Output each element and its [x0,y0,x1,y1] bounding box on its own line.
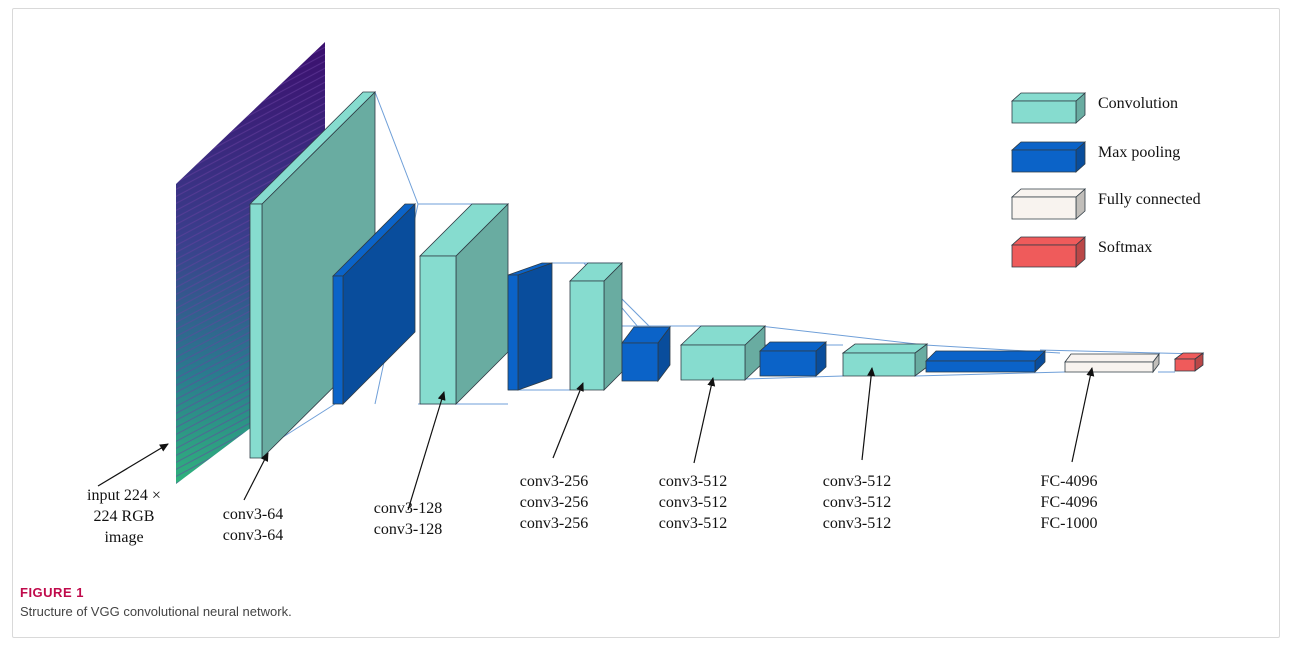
arrow-block5 [861,367,876,461]
softmax-block-front [1174,358,1196,372]
pool-block-1 [332,203,416,405]
conv-block-5 [841,343,929,377]
legend-label-fully-connected: Fully connected [1098,191,1201,208]
conv-block-2-front [419,255,457,405]
block4-label-line-2: conv3-512 [659,494,727,511]
figure-caption: Structure of VGG convolutional neural ne… [20,604,292,619]
fc-block-front [1064,361,1154,373]
stage-label-block2: conv3-128 conv3-128 [374,500,442,538]
block4-label-line-1: conv3-512 [659,473,727,490]
conv-block-5-top [841,343,929,354]
stage-label-block1: conv3-64 conv3-64 [223,506,283,544]
pool-block-2-front [507,274,519,391]
pool-block-5-top [925,350,1046,362]
pool-block-5-front [925,360,1036,373]
fc-label-line-3: FC-1000 [1041,515,1098,532]
block5-label-line-3: conv3-512 [823,515,891,532]
arrow-block2 [407,391,446,511]
block5-label-line-1: conv3-512 [823,473,891,490]
block2-label-line-1: conv3-128 [374,500,442,517]
block3-label-line-3: conv3-256 [520,515,588,532]
legend-swatch-max-pooling-front [1011,149,1077,173]
pool-block-4-front [759,350,817,377]
block5-label-line-2: conv3-512 [823,494,891,511]
legend-swatch-fully-connected-top [1010,188,1087,198]
pool-block-1-front [332,275,344,405]
legend-label-convolution: Convolution [1098,95,1178,112]
fc-block [1064,352,1160,374]
block1-label-line-1: conv3-64 [223,506,283,523]
block1-label-line-2: conv3-64 [223,527,283,544]
conv-block-1-front [249,203,263,459]
legend-swatch-fully-connected [1010,188,1087,220]
input-label-line-2: 224 RGB [94,508,155,525]
arrow-block4 [693,377,716,464]
legend-swatch-max-pooling [1010,141,1087,173]
legend-swatch-convolution-front [1011,100,1077,124]
legend-swatch-convolution-top [1010,92,1087,102]
stage-label-block4: conv3-512 conv3-512 conv3-512 [659,473,727,532]
figure-label: FIGURE 1 [20,585,84,600]
pool-block-5 [925,350,1046,373]
conv-block-4 [679,325,767,381]
conv-block-5-front [842,352,916,377]
pool-block-3 [621,325,671,383]
block3-label-line-2: conv3-256 [520,494,588,511]
legend-swatch-fully-connected-front [1011,196,1077,220]
input-label-line-3: image [104,529,143,546]
legend-label-softmax: Softmax [1098,239,1152,256]
legend-swatch-softmax-top [1010,236,1087,246]
pool-block-3-front [621,342,659,382]
stage-label-input: input 224 × 224 RGB image [87,487,161,546]
pool-block-2-side [517,262,553,391]
label-arrows [97,367,1095,511]
pool-block-4-top [758,341,828,352]
arrow-input [97,443,169,487]
conv-block-3 [569,262,623,391]
block3-label-line-1: conv3-256 [520,473,588,490]
layer-blocks [249,91,1205,459]
block2-label-line-2: conv3-128 [374,521,442,538]
legend-swatch-max-pooling-top [1010,141,1087,151]
arrow-fc [1071,367,1095,463]
legend-swatch-softmax-front [1011,244,1077,268]
fc-block-top [1064,353,1160,363]
conv-block-2 [419,203,509,405]
softmax-block [1173,352,1205,372]
arrow-block3 [552,382,584,459]
legend: Convolution Max pooling Fully connected … [1010,92,1201,268]
legend-swatches [1010,92,1087,268]
fc-label-line-2: FC-4096 [1041,494,1098,511]
pool-block-2 [507,262,553,391]
legend-swatch-convolution [1010,92,1087,124]
block4-label-line-3: conv3-512 [659,515,727,532]
legend-label-max-pooling: Max pooling [1098,144,1180,161]
stage-label-fc: FC-4096 FC-4096 FC-1000 [1041,473,1098,532]
conv-block-3-side [603,262,623,391]
stage-label-block5: conv3-512 conv3-512 conv3-512 [823,473,891,532]
pool-block-4 [758,341,828,377]
legend-swatch-softmax [1010,236,1087,268]
input-label-line-1: input 224 × [87,487,161,504]
stage-label-block3: conv3-256 conv3-256 conv3-256 [520,473,588,532]
arrow-block1 [243,452,269,501]
fc-label-line-1: FC-4096 [1041,473,1098,490]
conv-block-4-front [680,344,746,381]
conv-block-3-front [569,280,605,391]
